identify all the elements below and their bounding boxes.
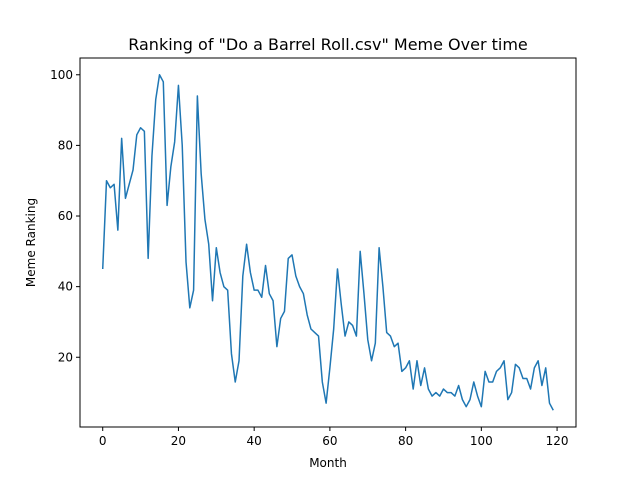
y-tick-label: 80: [58, 138, 73, 152]
x-tick-label: 100: [470, 434, 493, 448]
y-axis-label: Meme Ranking: [24, 198, 38, 287]
y-tick-label: 100: [50, 68, 73, 82]
plot-frame: [79, 57, 577, 428]
x-tick-label: 20: [171, 434, 186, 448]
y-tick-label: 60: [58, 209, 73, 223]
x-tick-label: 80: [398, 434, 413, 448]
series-line-0: [101, 74, 554, 411]
x-tick-label: 40: [247, 434, 262, 448]
plot-area: [101, 74, 554, 411]
chart-title: Ranking of "Do a Barrel Roll.csv" Meme O…: [128, 35, 528, 54]
y-axis: 20 40 60 80 100: [50, 68, 80, 364]
y-tick-label: 20: [58, 350, 73, 364]
x-axis: 0 20 40 60 80 100 120: [99, 427, 569, 448]
x-tick-label: 60: [322, 434, 337, 448]
y-tick-label: 40: [58, 280, 73, 294]
x-tick-label: 120: [546, 434, 569, 448]
x-axis-label: Month: [309, 456, 347, 470]
x-tick-label: 0: [99, 434, 107, 448]
